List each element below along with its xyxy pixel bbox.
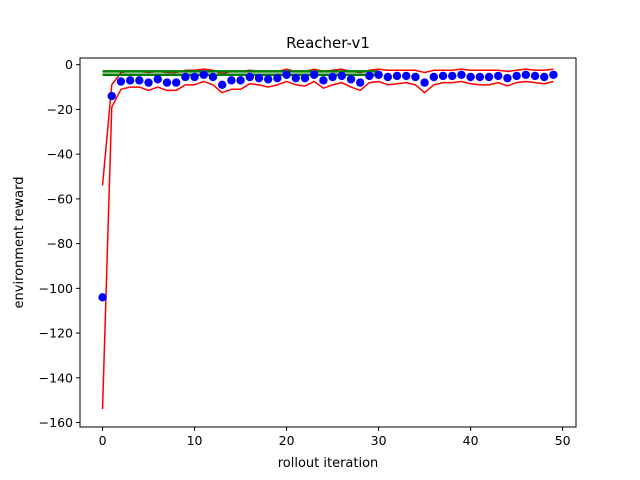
y-tick-label: −100 — [39, 281, 73, 296]
mean-point — [411, 72, 420, 82]
mean-point — [540, 72, 549, 82]
mean-point — [144, 78, 153, 87]
mean-point — [512, 71, 521, 81]
mean-point — [273, 73, 282, 83]
mean-point — [374, 70, 383, 79]
mean-point — [162, 78, 172, 87]
mean-point — [466, 72, 475, 82]
x-tick-label: 50 — [555, 433, 571, 448]
y-tick-label: −60 — [47, 191, 73, 206]
mean-point — [383, 72, 393, 82]
x-axis-label: rollout iteration — [278, 456, 379, 471]
mean-point — [300, 73, 310, 83]
mean-point — [245, 72, 254, 82]
x-tick-label: 30 — [371, 433, 387, 448]
mean-point — [181, 72, 190, 82]
mean-point — [521, 70, 531, 79]
mean-point — [199, 70, 208, 79]
mean-point — [135, 76, 144, 85]
mean-point — [356, 78, 365, 87]
mean-point — [310, 70, 319, 79]
mean-point — [254, 73, 264, 83]
x-tick-label: 40 — [463, 433, 479, 448]
y-tick-label: −20 — [47, 102, 73, 117]
mean-point — [217, 80, 227, 90]
mean-point — [530, 71, 540, 81]
mean-point — [171, 78, 181, 87]
mean-point — [236, 76, 245, 85]
mean-point — [153, 75, 162, 84]
mean-point — [438, 71, 448, 81]
mean-point — [346, 75, 356, 84]
mean-point — [365, 71, 374, 81]
x-axis-ticks: 0 10 20 30 40 50 — [99, 427, 571, 448]
lower-bound-line — [101, 80, 554, 410]
y-tick-label: −140 — [39, 370, 73, 385]
mean-point — [392, 71, 402, 81]
axes-frame — [79, 57, 577, 428]
mean-point — [227, 76, 236, 85]
mean-point — [263, 75, 273, 84]
mean-point — [291, 73, 300, 83]
y-tick-label: −160 — [39, 415, 73, 430]
chart-title: Reacher-v1 — [286, 34, 370, 52]
mean-point — [503, 73, 512, 83]
mean-point — [549, 70, 558, 79]
mean-point — [457, 70, 466, 79]
mean-point — [98, 293, 107, 302]
mean-point — [448, 71, 457, 81]
mean-point — [282, 70, 291, 79]
plot-series — [98, 68, 558, 410]
y-axis-label: environment reward — [12, 177, 27, 309]
y-tick-label: −40 — [47, 147, 73, 162]
mean-point — [475, 72, 485, 82]
mean-point — [494, 71, 503, 81]
mean-point — [190, 72, 199, 82]
y-tick-label: −120 — [39, 326, 73, 341]
y-axis-ticks: 0 −20 −40 −60 −80 −100 −120 −140 −160 — [39, 57, 80, 430]
mean-point — [337, 71, 346, 81]
mean-point — [208, 72, 218, 82]
y-tick-label: 0 — [65, 57, 73, 72]
mean-point — [319, 76, 328, 85]
y-tick-label: −80 — [47, 236, 73, 251]
mean-point — [116, 77, 126, 86]
x-tick-label: 10 — [187, 433, 203, 448]
mean-point — [125, 76, 135, 85]
x-tick-label: 20 — [279, 433, 295, 448]
mean-point — [328, 72, 337, 82]
mean-point — [402, 71, 411, 81]
mean-point — [484, 72, 494, 82]
x-tick-label: 0 — [99, 433, 107, 448]
mean-point — [420, 78, 429, 87]
mean-point — [107, 91, 116, 101]
mean-point — [429, 72, 439, 82]
